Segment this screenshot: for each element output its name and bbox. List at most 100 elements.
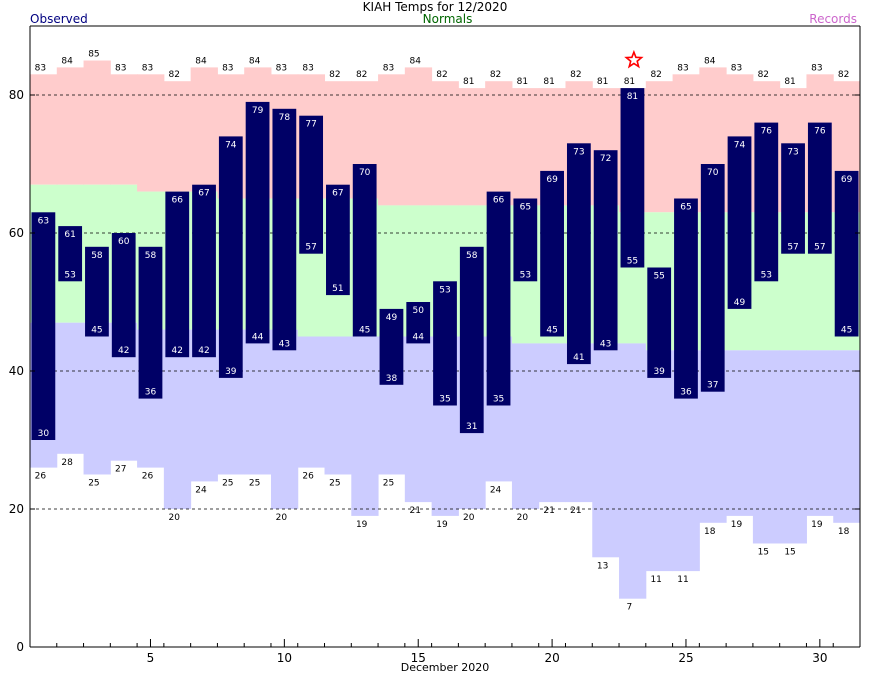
record-low-label: 27: [115, 465, 126, 475]
record-high-label: 83: [276, 63, 287, 73]
observed-low-label: 51: [332, 284, 343, 294]
record-low-label: 26: [302, 472, 314, 482]
record-low-band: [779, 350, 807, 544]
record-high-label: 83: [142, 63, 153, 73]
observed-bar: [459, 246, 484, 434]
record-low-label: 18: [838, 527, 850, 537]
record-high-label: 84: [249, 56, 261, 66]
record-high-label: 84: [195, 56, 207, 66]
record-high-label: 83: [677, 63, 688, 73]
record-high-label: 82: [329, 70, 340, 80]
observed-high-label: 58: [466, 251, 478, 261]
record-high-label: 81: [784, 77, 795, 87]
observed-bar: [647, 267, 672, 378]
record-low-label: 19: [436, 520, 448, 530]
legend-observed: Observed: [30, 12, 88, 26]
observed-high-label: 65: [520, 203, 531, 213]
observed-low-label: 43: [600, 339, 611, 349]
record-low-label: 20: [463, 513, 475, 523]
observed-high-label: 53: [439, 285, 450, 295]
observed-high-label: 78: [279, 113, 291, 123]
observed-high-label: 58: [91, 251, 103, 261]
observed-low-label: 44: [252, 332, 264, 342]
observed-low-label: 36: [145, 388, 157, 398]
record-high-band: [324, 81, 352, 199]
record-low-band: [726, 350, 754, 516]
observed-bar: [540, 170, 564, 337]
observed-high-label: 76: [814, 127, 826, 137]
record-high-band: [672, 74, 700, 213]
observed-bar: [834, 170, 859, 337]
observed-high-label: 79: [252, 106, 264, 116]
record-high-label: 82: [436, 70, 447, 80]
x-tick-label: 30: [812, 651, 827, 665]
observed-bar: [433, 281, 457, 406]
observed-high-label: 49: [386, 313, 398, 323]
observed-low-label: 53: [761, 270, 772, 280]
record-high-band: [190, 67, 218, 192]
observed-high-label: 81: [627, 92, 638, 102]
record-low-label: 20: [169, 513, 181, 523]
chart-title: KIAH Temps for 12/2020: [362, 0, 508, 14]
observed-high-label: 69: [841, 175, 853, 185]
record-low-label: 26: [35, 472, 47, 482]
observed-low-label: 45: [91, 326, 102, 336]
observed-low-label: 45: [359, 326, 370, 336]
observed-high-label: 73: [787, 147, 798, 157]
x-tick-label: 15: [411, 651, 426, 665]
observed-bar: [620, 88, 645, 268]
record-star-icon: [624, 49, 644, 69]
observed-high-label: 70: [707, 168, 719, 178]
observed-bar: [138, 246, 163, 399]
observed-low-label: 39: [653, 367, 665, 377]
record-low-band: [619, 343, 647, 599]
observed-bar: [486, 191, 511, 406]
record-high-label: 81: [597, 77, 608, 87]
record-low-label: 18: [704, 527, 716, 537]
record-low-label: 13: [597, 561, 608, 571]
observed-low-label: 36: [680, 388, 692, 398]
observed-high-label: 66: [172, 196, 184, 206]
record-low-band: [270, 329, 299, 509]
observed-bar: [192, 184, 216, 358]
x-tick-label: 25: [678, 651, 693, 665]
observed-high-label: 58: [145, 251, 157, 261]
observed-high-label: 70: [359, 168, 371, 178]
x-axis-label: December 2020: [400, 661, 490, 674]
observed-high-label: 67: [198, 189, 209, 199]
y-tick-label: 20: [9, 502, 24, 516]
record-high-label: 81: [463, 77, 474, 87]
record-low-label: 15: [758, 548, 769, 558]
observed-high-label: 74: [734, 140, 746, 150]
record-low-label: 28: [61, 458, 73, 468]
observed-high-label: 69: [546, 175, 558, 185]
record-high-label: 83: [383, 63, 394, 73]
observed-low-label: 45: [546, 326, 557, 336]
observed-bar: [700, 164, 725, 392]
observed-bar: [58, 226, 83, 282]
observed-bar: [326, 184, 350, 296]
observed-low-label: 45: [841, 326, 852, 336]
observed-bar: [379, 308, 404, 385]
observed-low-label: 42: [118, 346, 129, 356]
record-low-label: 19: [731, 520, 743, 530]
observed-high-label: 61: [64, 230, 75, 240]
record-low-band: [351, 336, 379, 516]
observed-low-label: 41: [573, 353, 584, 363]
record-low-band: [645, 350, 674, 572]
record-low-band: [806, 350, 834, 516]
record-high-band: [511, 88, 540, 206]
y-tick-label: 60: [9, 226, 24, 240]
observed-high-label: 55: [653, 272, 664, 282]
record-high-band: [163, 81, 192, 192]
record-low-label: 20: [517, 513, 529, 523]
record-high-band: [30, 74, 58, 185]
observed-low-label: 35: [493, 395, 504, 405]
legend-records: Records: [809, 12, 857, 26]
record-high-band: [485, 81, 513, 206]
observed-low-label: 30: [38, 429, 50, 439]
record-high-band: [404, 67, 433, 206]
observed-low-label: 31: [466, 422, 477, 432]
observed-low-label: 44: [412, 332, 424, 342]
record-low-label: 21: [570, 506, 581, 516]
